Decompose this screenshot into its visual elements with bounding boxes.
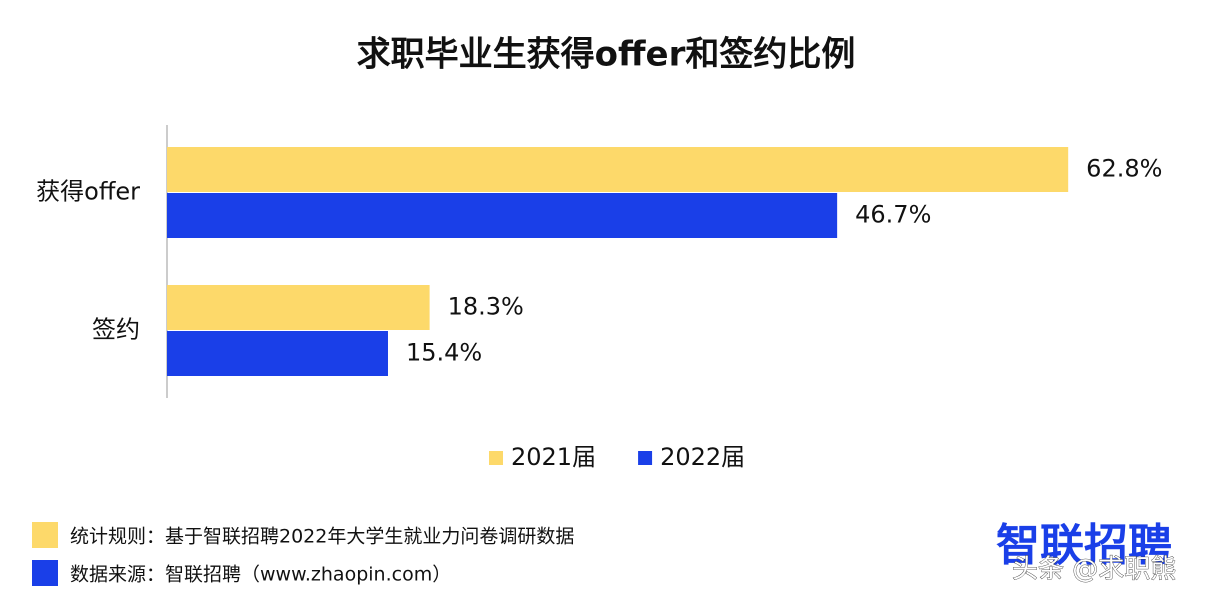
footnote: 统计规则：基于智联招聘2022年大学生就业力问卷调研数据: [70, 526, 574, 548]
value-label: 18.3%: [448, 293, 524, 321]
legend-swatch: [489, 451, 503, 465]
legend-label: 2022届: [660, 443, 745, 471]
value-label: 62.8%: [1086, 155, 1162, 183]
footnote-icon: [32, 560, 58, 586]
category-label: 获得offer: [36, 178, 140, 206]
legend-label: 2021届: [511, 443, 596, 471]
bar: [167, 147, 1069, 192]
logo: 智联招聘: [996, 520, 1172, 571]
bar: [167, 193, 838, 238]
chart-title: 求职毕业生获得offer和签约比例: [357, 35, 856, 75]
watermark: 头条 @求职熊: [1012, 555, 1176, 585]
footnote: 数据来源：智联招聘（www.zhaopin.com）: [70, 564, 451, 586]
value-label: 46.7%: [855, 201, 931, 229]
category-label: 签约: [92, 316, 140, 344]
footnote-icon: [32, 522, 58, 548]
bar: [167, 285, 430, 330]
legend-swatch: [638, 451, 653, 465]
bar: [167, 331, 388, 376]
value-label: 15.4%: [406, 339, 482, 367]
